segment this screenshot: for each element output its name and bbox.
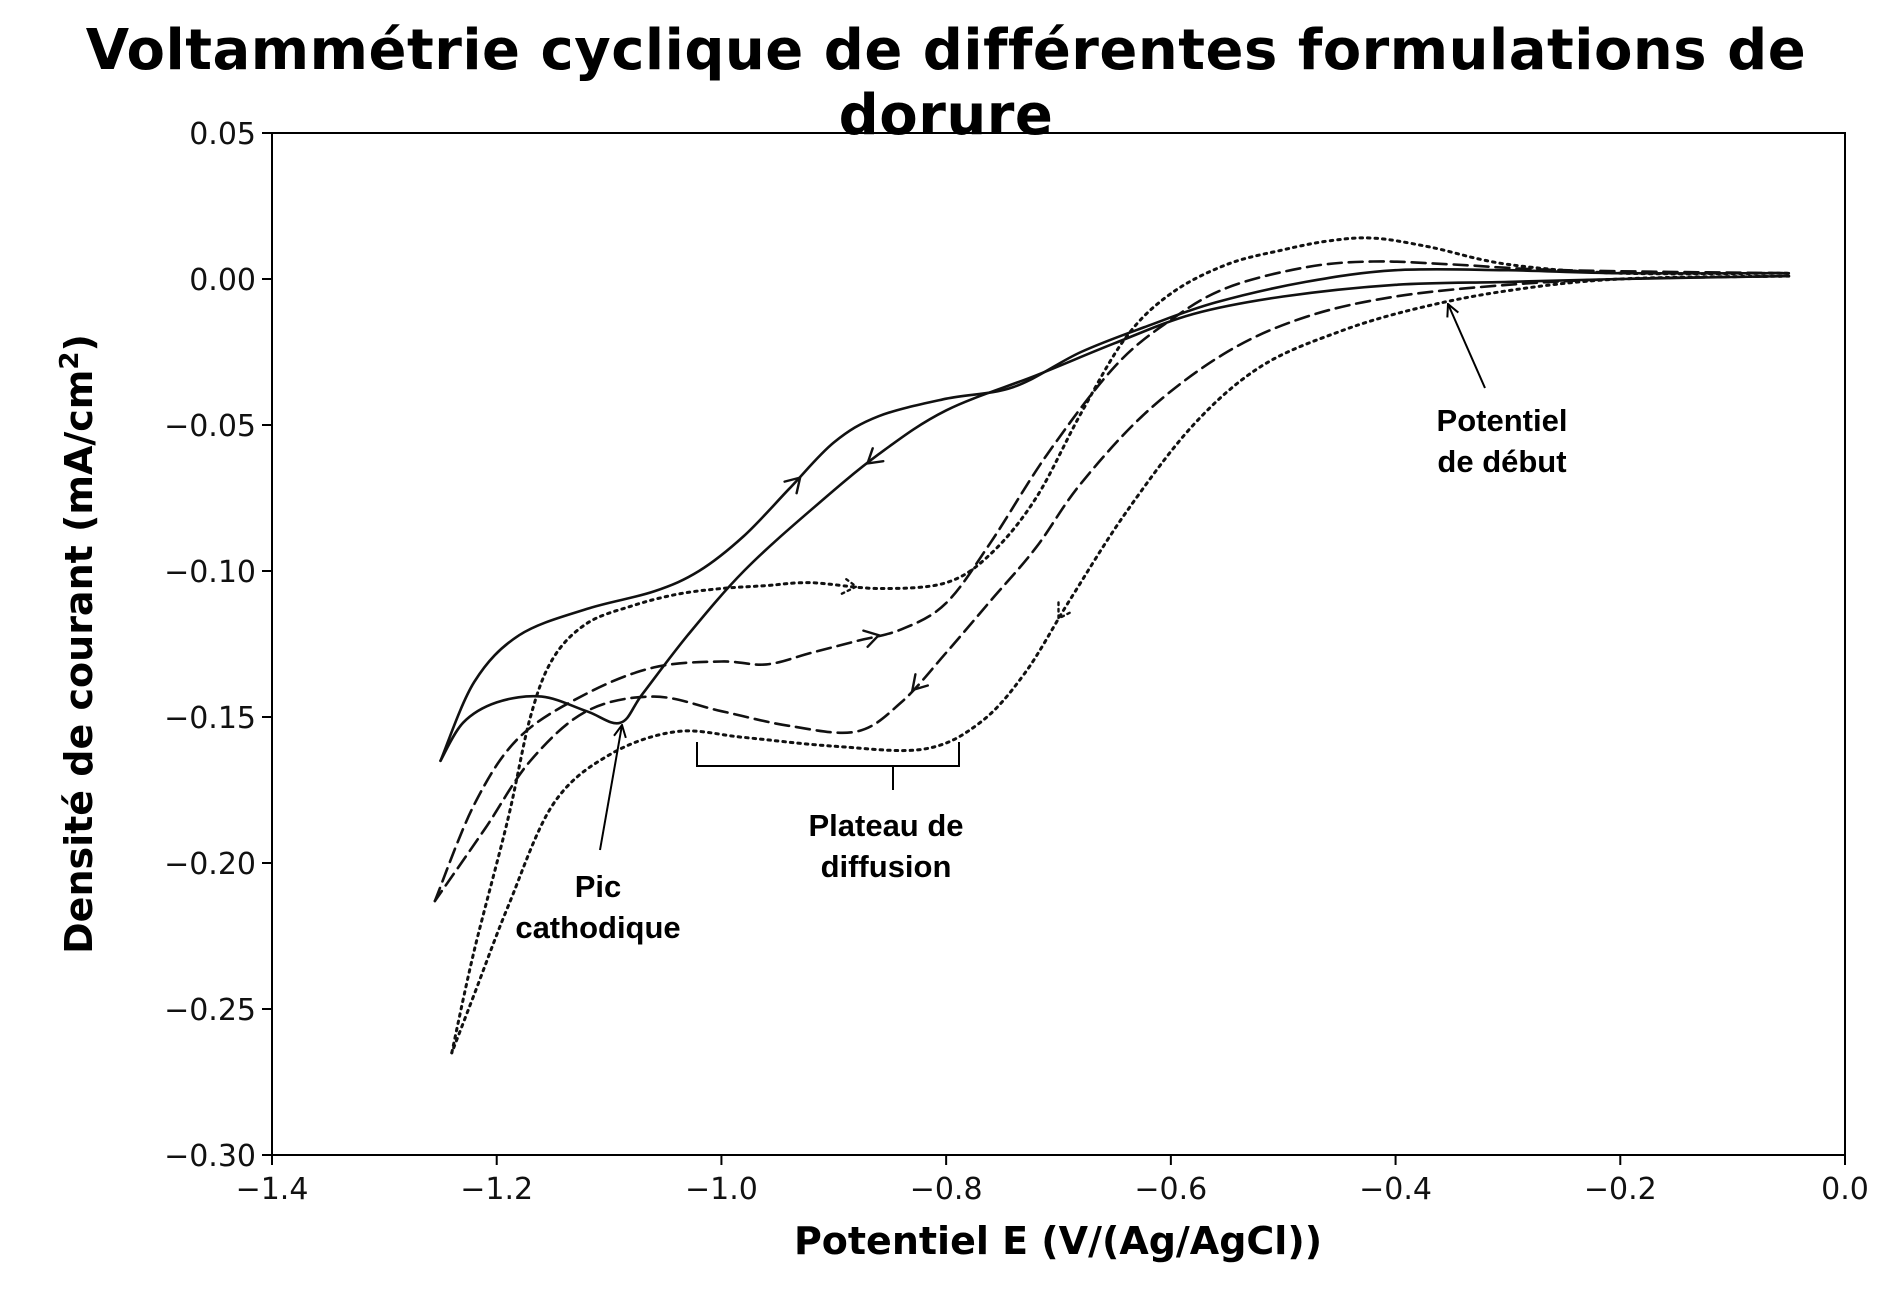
direction-arrow-dashed — [862, 629, 881, 648]
annotation-plateau: Plateau de diffusion — [696, 742, 964, 884]
direction-arrow-solid — [783, 475, 802, 495]
annotation-plateau-line2: diffusion — [821, 849, 952, 884]
plateau-bracket — [696, 742, 960, 790]
x-axis-ticks: −1.4 −1.2 −1.0 −0.8 −0.6 −0.4 −0.2 0.0 — [236, 1155, 1869, 1207]
annotation-onset-line1: Potentiel — [1437, 403, 1568, 438]
x-tick-label: −0.6 — [1134, 1172, 1207, 1207]
y-tick-label: −0.15 — [164, 701, 256, 736]
direction-arrows — [783, 447, 1074, 692]
chart-title: Voltammétrie cyclique de différentes for… — [85, 18, 1807, 148]
series-solid-forward-scan — [439, 274, 1791, 763]
y-axis-title-superscript: 2 — [55, 352, 85, 370]
x-tick-label: −0.4 — [1359, 1172, 1432, 1207]
annotation-peak-line2: cathodique — [515, 910, 680, 945]
series-layer — [433, 236, 1791, 1055]
annotation-peak: Pic cathodique — [515, 725, 681, 945]
series-dotted-forward-scan — [450, 274, 1791, 1055]
x-tick-label: −0.8 — [910, 1172, 983, 1207]
x-tick-label: −0.2 — [1584, 1172, 1657, 1207]
direction-arrow-solid — [865, 447, 885, 465]
y-tick-label: 0.05 — [189, 117, 256, 152]
annotation-onset: Potentiel de début — [1437, 304, 1568, 479]
y-tick-label: −0.05 — [164, 409, 256, 444]
series-solid-reverse-scan — [439, 267, 1791, 763]
y-axis-title: Densité de courant (mA/cm2) — [55, 334, 101, 954]
y-tick-label: −0.20 — [164, 847, 256, 882]
series-dashed-forward-scan — [433, 274, 1791, 903]
plot-frame — [271, 132, 1846, 1156]
y-tick-label: 0.00 — [189, 263, 256, 298]
annotation-peak-line1: Pic — [575, 869, 622, 904]
direction-arrow-dashed — [910, 673, 929, 692]
series-dotted-reverse-scan — [450, 236, 1791, 1055]
annotation-onset-pointer — [1448, 304, 1486, 389]
y-axis-ticks: 0.05 0.00 −0.05 −0.10 −0.15 −0.20 −0.25 −0.30 — [164, 117, 272, 1174]
x-tick-label: 0.0 — [1821, 1172, 1869, 1207]
y-tick-label: −0.10 — [164, 555, 256, 590]
x-tick-label: −1.2 — [460, 1172, 533, 1207]
y-axis-title-main: Densité de courant (mA/cm — [57, 370, 101, 954]
annotation-plateau-line1: Plateau de — [808, 808, 963, 843]
y-tick-label: −0.30 — [164, 1139, 256, 1174]
direction-arrow-dotted — [840, 575, 859, 595]
x-tick-label: −1.4 — [236, 1172, 309, 1207]
annotation-onset-line2: de début — [1437, 444, 1566, 479]
series-dashed-reverse-scan — [433, 260, 1791, 903]
direction-arrow-dotted — [1057, 601, 1074, 621]
x-axis-title: Potentiel E (V/(Ag/AgCl)) — [794, 1219, 1322, 1263]
y-tick-label: −0.25 — [164, 993, 256, 1028]
annotation-peak-pointer — [599, 725, 622, 851]
y-axis-title-end: ) — [57, 334, 101, 351]
x-tick-label: −1.0 — [685, 1172, 758, 1207]
